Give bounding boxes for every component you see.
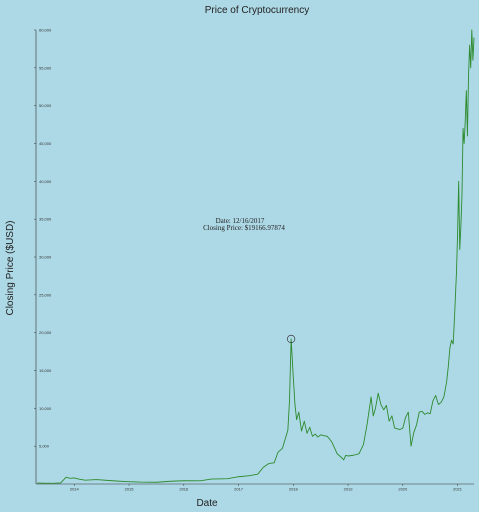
x-axis-ticks: 2014 2015 2016 2017 2018 2019 2020 2021 xyxy=(70,484,463,492)
x-tick-label: 2014 xyxy=(70,487,80,492)
y-tick-label: 35,000 xyxy=(39,217,52,222)
x-tick-label: 2021 xyxy=(453,487,463,492)
price-line xyxy=(37,29,475,484)
y-tick-label: 20,000 xyxy=(39,330,52,335)
x-tick-label: 2017 xyxy=(234,487,244,492)
y-axis-label: Closing Price ($USD) xyxy=(5,220,16,315)
y-tick-label: 55,000 xyxy=(39,65,52,70)
x-tick-label: 2016 xyxy=(179,487,189,492)
y-tick-label: 10,000 xyxy=(39,406,52,411)
y-tick-label: 40,000 xyxy=(39,179,52,184)
tooltip-price: Closing Price: $19166.97874 xyxy=(203,224,285,232)
x-tick-label: 2019 xyxy=(344,487,354,492)
x-tick-label: 2015 xyxy=(125,487,135,492)
y-tick-label: 30,000 xyxy=(39,255,52,260)
y-tick-label: 5,000 xyxy=(39,444,50,449)
chart-title: Price of Cryptocurrency xyxy=(205,5,309,16)
y-axis-ticks: 5,000 10,000 15,000 20,000 25,000 30,000 35,00… xyxy=(34,28,52,449)
y-tick-label: 45,000 xyxy=(39,141,52,146)
y-tick-label: 25,000 xyxy=(39,292,52,297)
tooltip-date: Date: 12/16/2017 xyxy=(216,217,265,225)
x-tick-label: 2018 xyxy=(289,487,299,492)
x-tick-label: 2020 xyxy=(398,487,408,492)
x-axis-label: Date xyxy=(196,498,218,509)
y-tick-label: 15,000 xyxy=(39,368,52,373)
highlight-marker[interactable] xyxy=(287,334,296,344)
y-tick-label: 50,000 xyxy=(39,103,52,108)
y-tick-label: 60,000 xyxy=(39,28,52,33)
